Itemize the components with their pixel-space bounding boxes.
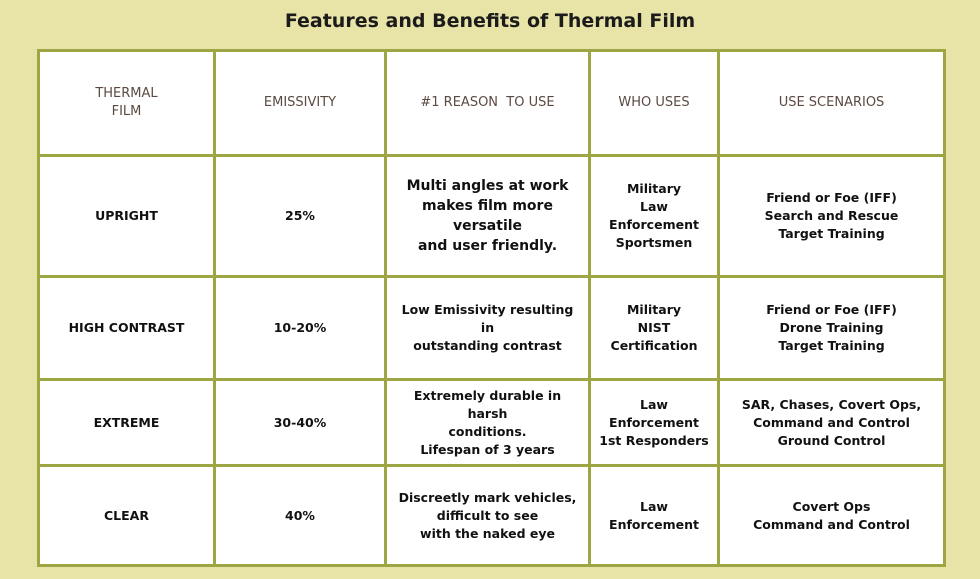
scenario-line: SAR, Chases, Covert Ops, xyxy=(741,396,922,412)
who-uses-line: Law xyxy=(640,199,668,214)
column-header-thermal-film: THERMAL FILM xyxy=(37,49,216,157)
emissivity-cell: 40% xyxy=(213,464,387,567)
who-uses-line: Sportsmen xyxy=(615,235,693,250)
emissivity-cell: 30-40% xyxy=(213,378,387,467)
film-name-cell: CLEAR xyxy=(37,464,216,567)
column-header-line: THERMAL xyxy=(95,86,158,101)
reason-line: conditions. xyxy=(448,423,527,439)
who-uses-line: Law xyxy=(640,396,668,412)
scenario-line: Command and Control xyxy=(753,516,910,532)
column-header-line: USE SCENARIOS xyxy=(778,95,885,110)
reason-line: Extremely durable in harsh xyxy=(413,387,562,421)
who-uses-cell: Law Enforcement xyxy=(588,464,720,567)
reason-cell: Low Emissivity resulting in outstanding … xyxy=(384,275,591,381)
table-row: CLEAR 40% Discreetly mark vehicles, diff… xyxy=(37,464,946,567)
reason-line: Multi angles at work xyxy=(406,178,569,194)
column-header-reason: #1 REASON TO USE xyxy=(384,49,591,157)
who-uses-line: Enforcement xyxy=(609,217,699,232)
who-uses-line: Enforcement xyxy=(609,516,699,532)
reason-line: Discreetly mark vehicles, xyxy=(398,489,577,505)
column-header-line: #1 REASON TO USE xyxy=(420,95,555,110)
who-uses-cell: Military NIST Certification xyxy=(588,275,720,381)
reason-line: with the naked eye xyxy=(420,525,555,541)
emissivity-cell: 25% xyxy=(213,154,387,278)
use-scenarios-cell: SAR, Chases, Covert Ops, Command and Con… xyxy=(717,378,946,467)
column-header-emissivity: EMISSIVITY xyxy=(213,49,387,157)
scenario-line: Search and Rescue xyxy=(764,208,899,223)
scenario-line: Covert Ops xyxy=(792,498,871,514)
scenario-line: Command and Control xyxy=(753,414,910,430)
column-header-use-scenarios: USE SCENARIOS xyxy=(717,49,946,157)
scenario-line: Ground Control xyxy=(777,432,886,448)
reason-cell: Multi angles at work makes film more ver… xyxy=(384,154,591,278)
film-name-cell: UPRIGHT xyxy=(37,154,216,278)
column-header-line: WHO USES xyxy=(618,95,690,110)
scenario-line: Drone Training xyxy=(779,320,884,335)
column-header-who-uses: WHO USES xyxy=(588,49,720,157)
film-name-cell: EXTREME xyxy=(37,378,216,467)
reason-line: outstanding contrast xyxy=(413,338,562,353)
use-scenarios-cell: Friend or Foe (IFF) Search and Rescue Ta… xyxy=(717,154,946,278)
table-row: EXTREME 30-40% Extremely durable in hars… xyxy=(37,378,946,467)
reason-line: Low Emissivity resulting in xyxy=(401,302,574,335)
scenario-line: Target Training xyxy=(778,226,885,241)
reason-line: Lifespan of 3 years xyxy=(420,441,555,457)
who-uses-line: NIST xyxy=(637,320,671,335)
features-table: THERMAL FILM EMISSIVITY #1 REASON TO USE… xyxy=(37,49,946,567)
emissivity-cell: 10-20% xyxy=(213,275,387,381)
who-uses-cell: Military Law Enforcement Sportsmen xyxy=(588,154,720,278)
table-row: UPRIGHT 25% Multi angles at work makes f… xyxy=(37,154,946,278)
scenario-line: Friend or Foe (IFF) xyxy=(766,190,897,205)
column-header-line: FILM xyxy=(111,104,142,119)
who-uses-cell: Law Enforcement 1st Responders xyxy=(588,378,720,467)
reason-line: and user friendly. xyxy=(417,238,558,254)
header-row: THERMAL FILM EMISSIVITY #1 REASON TO USE… xyxy=(37,49,946,157)
who-uses-line: 1st Responders xyxy=(599,432,709,448)
who-uses-line: Military xyxy=(626,302,682,317)
who-uses-line: Enforcement xyxy=(609,414,699,430)
table-row: HIGH CONTRAST 10-20% Low Emissivity resu… xyxy=(37,275,946,381)
use-scenarios-cell: Friend or Foe (IFF) Drone Training Targe… xyxy=(717,275,946,381)
use-scenarios-cell: Covert Ops Command and Control xyxy=(717,464,946,567)
reason-line: makes film more versatile xyxy=(422,198,553,234)
reason-cell: Extremely durable in harsh conditions. L… xyxy=(384,378,591,467)
scenario-line: Friend or Foe (IFF) xyxy=(766,302,897,317)
who-uses-line: Military xyxy=(626,181,682,196)
film-name-cell: HIGH CONTRAST xyxy=(37,275,216,381)
who-uses-line: Law xyxy=(640,498,668,514)
page-title: Features and Benefits of Thermal Film xyxy=(284,10,696,32)
column-header-line: EMISSIVITY xyxy=(263,95,337,110)
reason-line: difficult to see xyxy=(436,507,539,523)
scenario-line: Target Training xyxy=(778,338,885,353)
reason-cell: Discreetly mark vehicles, difficult to s… xyxy=(384,464,591,567)
who-uses-line: Certification xyxy=(610,338,698,353)
